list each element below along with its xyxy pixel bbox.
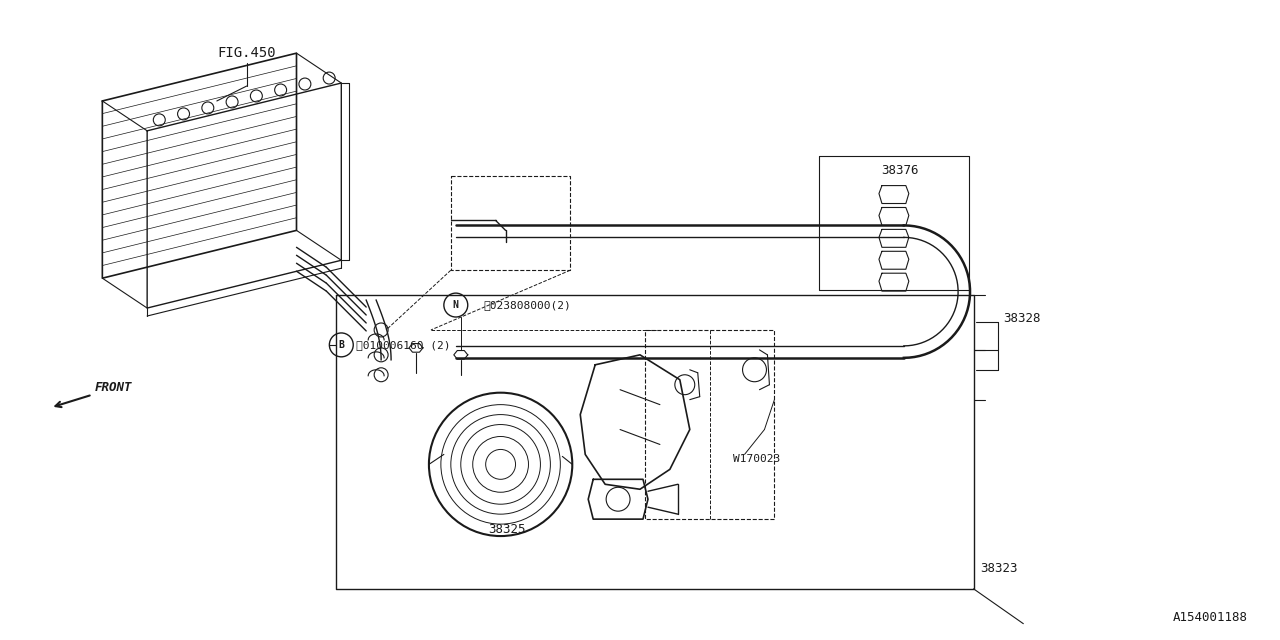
Text: 38328: 38328 xyxy=(1004,312,1041,324)
Text: FIG.450: FIG.450 xyxy=(218,46,276,60)
Text: FRONT: FRONT xyxy=(95,381,132,394)
Text: 38376: 38376 xyxy=(881,164,919,177)
Text: 38323: 38323 xyxy=(980,563,1018,575)
Text: B: B xyxy=(338,340,344,350)
Text: A154001188: A154001188 xyxy=(1172,611,1247,623)
Text: ⓝ023808000(2): ⓝ023808000(2) xyxy=(484,300,571,310)
Text: Ⓑ010006160 (2): Ⓑ010006160 (2) xyxy=(356,340,451,350)
Text: N: N xyxy=(453,300,458,310)
Text: 38325: 38325 xyxy=(489,523,526,536)
Text: W170023: W170023 xyxy=(732,454,780,465)
